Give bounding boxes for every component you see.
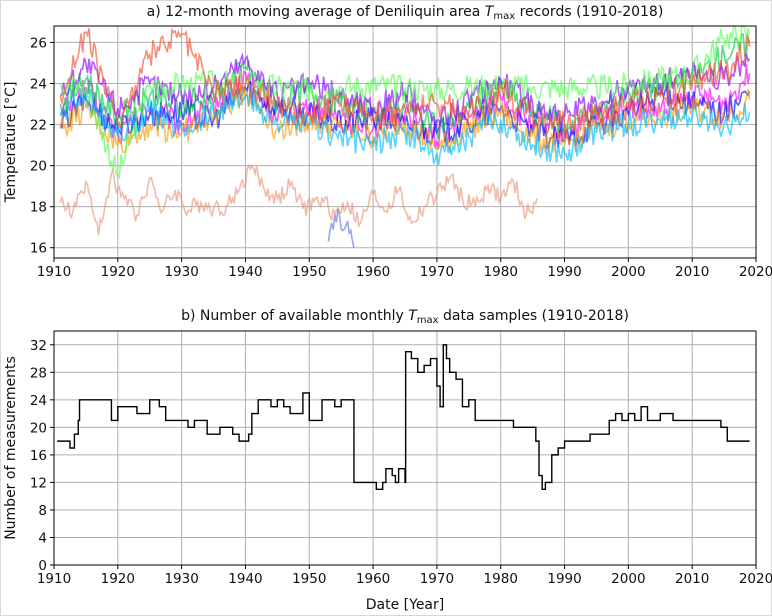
series-line-station-e [59, 87, 751, 166]
y-tick-label: 24 [30, 76, 47, 92]
y-tick-label: 8 [38, 503, 47, 519]
y-tick-label: 26 [30, 35, 47, 51]
panel-a: 1910 1920 1930 1940 1950 1960 1970 1980 1990 2000… [3, 4, 772, 280]
series-line-count [57, 344, 750, 490]
x-tick-label: 1980 [484, 264, 518, 280]
chart-title: b) Number of available monthly Tmax data… [181, 308, 629, 326]
x-tick-label: 2020 [739, 571, 772, 587]
y-tick-label: 16 [30, 241, 47, 257]
x-tick-label: 1970 [420, 571, 454, 587]
axes-frame [53, 25, 757, 259]
x-tick-label: 1930 [164, 571, 198, 587]
title-variable: T [485, 4, 495, 20]
y-tick-label: 22 [30, 118, 47, 134]
x-tick-label: 2020 [739, 264, 772, 280]
x-tick-label: 1960 [356, 571, 390, 587]
x-tick-label: 1920 [101, 571, 135, 587]
title-variable: T [408, 308, 418, 324]
x-tick-label: 2010 [675, 571, 709, 587]
x-tick-label: 1910 [37, 571, 71, 587]
x-tick-label: 1960 [356, 264, 390, 280]
series-line-station-i [59, 163, 538, 236]
x-tick-label: 2010 [675, 264, 709, 280]
x-tick-label: 1910 [37, 264, 71, 280]
series-line-station-h [59, 27, 751, 138]
x-axis-label: Date [Year] [366, 597, 444, 613]
panel-b: 1910 1920 1930 1940 1950 1960 1970 1980 1990 2000… [3, 308, 772, 613]
x-tick-label: 2000 [611, 264, 645, 280]
title-subscript: max [417, 315, 439, 326]
y-tick-label: 20 [30, 159, 47, 175]
y-tick-label: 32 [30, 338, 47, 354]
axes-frame [53, 330, 757, 566]
title-prefix: b) Number of available monthly [181, 308, 408, 324]
x-tick-label: 2000 [611, 571, 645, 587]
y-tick-label: 18 [30, 200, 47, 216]
x-tick-label: 1940 [228, 571, 262, 587]
y-axis-label: Number of measurements [3, 356, 19, 540]
y-tick-label: 20 [30, 420, 47, 436]
x-tick-label: 1990 [547, 264, 581, 280]
y-tick-label: 0 [38, 558, 47, 574]
x-tick-label: 1940 [228, 264, 262, 280]
y-tick-label: 24 [30, 393, 47, 409]
y-tick-label: 28 [30, 365, 47, 381]
x-tick-label: 1920 [101, 264, 135, 280]
x-tick-label: 1930 [164, 264, 198, 280]
y-tick-label: 12 [30, 475, 47, 491]
chart-title: a) 12-month moving average of Deniliquin… [147, 4, 664, 22]
y-axis-label: Temperature [°C] [3, 82, 19, 204]
x-tick-label: 1990 [547, 571, 581, 587]
x-tick-label: 1950 [292, 264, 326, 280]
x-tick-label: 1950 [292, 571, 326, 587]
y-tick-label: 16 [30, 448, 47, 464]
title-subscript: max [493, 11, 515, 22]
x-tick-label: 1970 [420, 264, 454, 280]
title-suffix: records (1910-2018) [515, 4, 663, 20]
series-line-station-j [327, 208, 355, 248]
title-suffix: data samples (1910-2018) [439, 308, 629, 324]
title-prefix: a) 12-month moving average of Deniliquin… [147, 4, 485, 20]
x-tick-label: 1980 [484, 571, 518, 587]
y-tick-label: 4 [38, 530, 47, 546]
